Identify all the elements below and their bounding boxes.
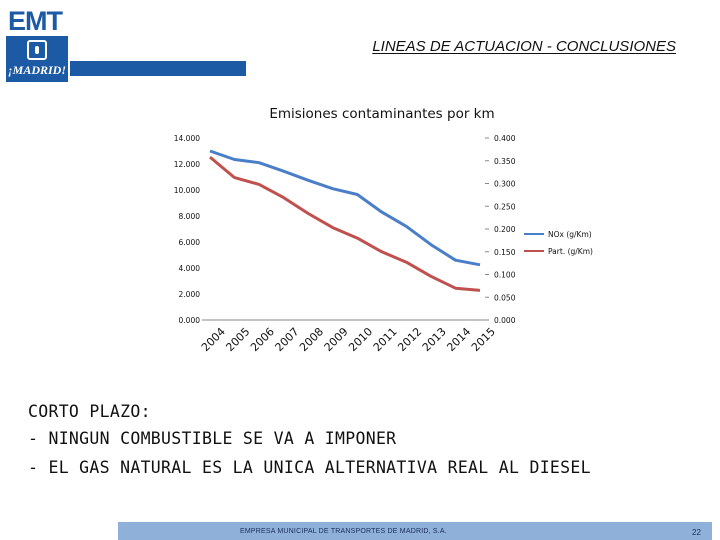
chart-title: Emisiones contaminantes por km [269,106,494,122]
emissions-chart: Emisiones contaminantes por km 0.000 2.00… [174,106,593,354]
page-title: LINEAS DE ACTUACION - CONCLUSIONES [372,38,676,55]
legend-label-nox: NOx (g/Km) [548,230,592,239]
x-tick-label: 2009 [322,325,351,354]
x-tick-label: 2007 [273,325,302,354]
right-tick-label: 0.000 [494,316,516,325]
left-tick-label: 14.000 [174,134,200,143]
left-tick-label: 4.000 [179,264,201,273]
x-tick-label: 2015 [469,325,498,354]
emt-wordmark: EMT [8,6,63,36]
footer-company: EMPRESA MUNICIPAL DE TRANSPORTES DE MADR… [240,528,447,535]
left-tick-label: 6.000 [179,238,201,247]
left-tick-label: 2.000 [179,290,201,299]
madrid-emblem: ¡MADRID! [6,36,68,82]
right-tick-label: 0.100 [494,271,516,280]
madrid-crest-icon [27,40,47,60]
left-tick-label: 8.000 [179,212,201,221]
left-tick-label: 12.000 [174,160,200,169]
right-tick-label: 0.300 [494,180,516,189]
left-tick-label: 10.000 [174,186,200,195]
right-tick-label: 0.050 [494,293,516,302]
footer-bar [118,522,712,540]
left-tick-label: 0.000 [179,316,201,325]
x-tick-label: 2013 [420,325,449,354]
right-tick-label: 0.200 [494,225,516,234]
header-accent-bar [70,61,246,76]
series-line-nox [209,149,481,267]
conclusion-fuel: - NINGUN COMBUSTIBLE SE VA A IMPONER [28,429,397,448]
conclusion-natural-gas: - EL GAS NATURAL ES LA UNICA ALTERNATIVA… [28,458,591,477]
x-tick-label: 2008 [297,325,326,354]
x-tick-label: 2004 [199,325,228,354]
madrid-wordmark: ¡MADRID! [7,63,67,77]
x-tick-label: 2012 [395,325,424,354]
chart-legend: NOx (g/Km) Part. (g/Km) [524,230,593,256]
short-term-heading: CORTO PLAZO: [28,402,151,421]
series-line-part [209,155,481,292]
x-tick-label: 2011 [371,325,400,354]
x-tick-label: 2006 [248,325,277,354]
right-tick-label: 0.400 [494,134,516,143]
x-tick-label: 2014 [444,325,473,354]
right-tick-label: 0.350 [494,157,516,166]
x-tick-label: 2005 [223,325,252,354]
right-tick-label: 0.250 [494,202,516,211]
legend-label-part: Part. (g/Km) [548,247,593,256]
right-tick-label: 0.150 [494,248,516,257]
emt-logo: EMT ¡MADRID! [6,6,68,82]
x-tick-label: 2010 [346,325,375,354]
page-number: 22 [692,528,701,537]
